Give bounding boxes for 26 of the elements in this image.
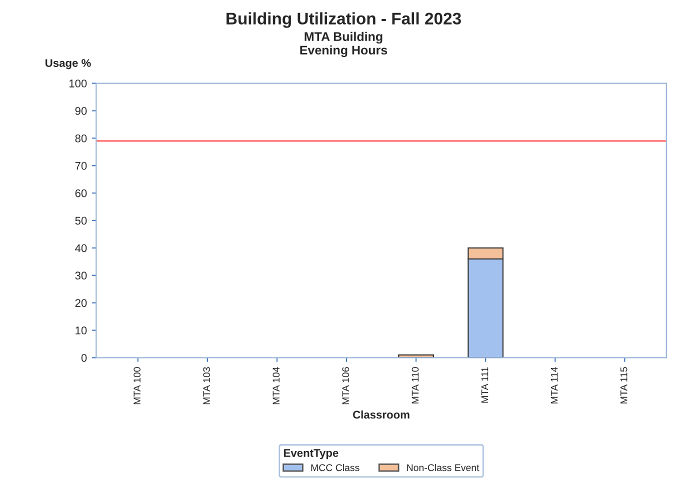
x-tick-label: MTA 106 bbox=[342, 367, 350, 404]
y-tick-label: 100 bbox=[69, 80, 87, 88]
y-tick-label: 0 bbox=[81, 354, 87, 362]
legend-title: EventType bbox=[284, 449, 338, 460]
y-tick-label: 90 bbox=[75, 107, 87, 115]
chart-subtitle: MTA Building Evening Hours bbox=[300, 32, 388, 58]
y-tick-label: 40 bbox=[75, 244, 87, 252]
y-tick-label: 50 bbox=[75, 216, 87, 225]
y-tick-label: 10 bbox=[76, 326, 87, 334]
x-tick-label: MTA 104 bbox=[272, 367, 280, 404]
x-tick-label: MTA 111 bbox=[481, 367, 488, 403]
x-tick-label: MTA 100 bbox=[134, 367, 141, 404]
y-tick-label: 60 bbox=[75, 189, 87, 198]
x-axis-title: Classroom bbox=[353, 410, 410, 419]
legend-label: Non-Class Event bbox=[407, 464, 480, 472]
y-tick-label: 70 bbox=[75, 162, 87, 170]
y-tick-label: 80 bbox=[75, 134, 87, 142]
chart-title: Building Utilization - Fall 2023 bbox=[226, 12, 461, 28]
y-axis-title: Usage % bbox=[46, 59, 91, 70]
x-tick-label: MTA 115 bbox=[620, 367, 628, 404]
y-tick-label: 20 bbox=[75, 299, 87, 307]
legend-label: MCC Class bbox=[311, 464, 360, 472]
y-tick-label: 30 bbox=[75, 272, 87, 280]
x-tick-label: MTA 114 bbox=[550, 367, 558, 404]
x-tick-label: MTA 103 bbox=[203, 367, 210, 404]
x-tick-label: MTA 110 bbox=[412, 367, 419, 404]
